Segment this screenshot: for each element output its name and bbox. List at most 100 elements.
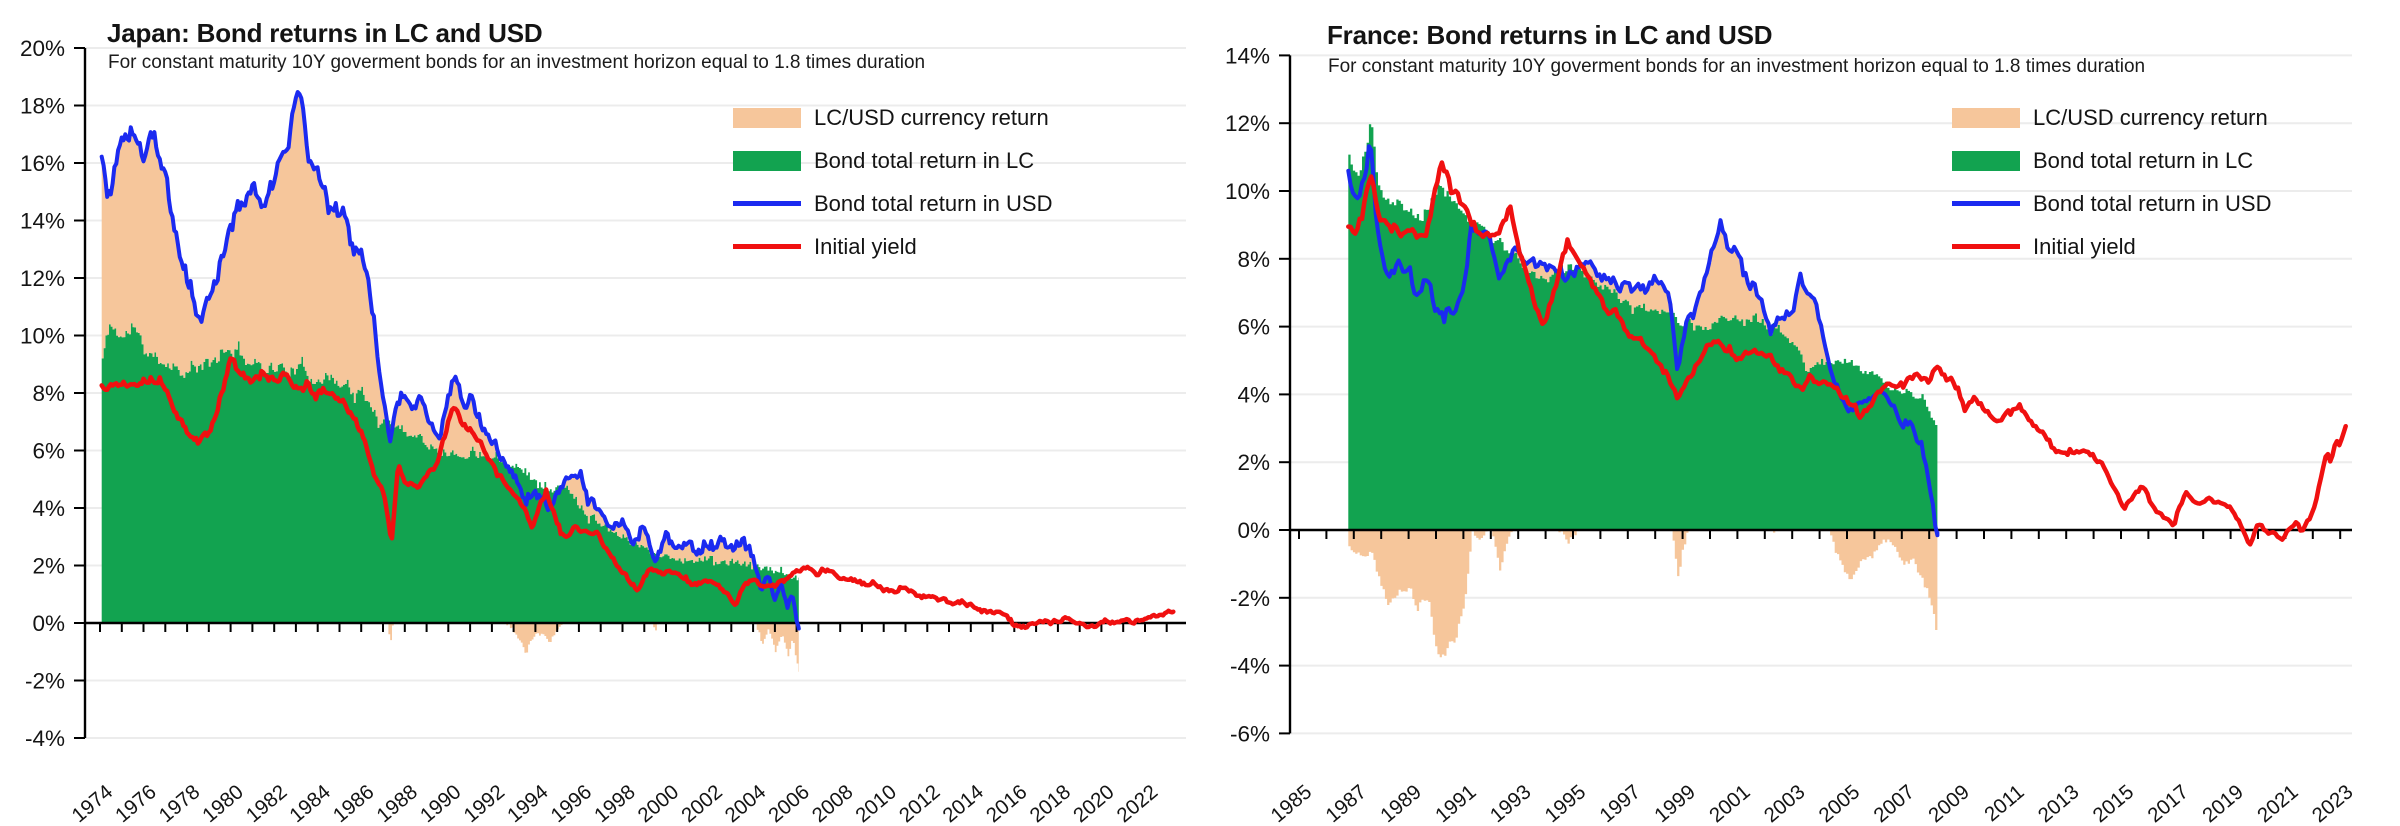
x-tick-label: 2017	[2143, 780, 2193, 826]
legend-item-usd-return: Bond total return in USD	[733, 182, 1052, 225]
x-tick-label: 2012	[895, 780, 945, 826]
y-tick-label: 8%	[1237, 247, 1270, 272]
y-tick-label: 12%	[20, 266, 65, 291]
y-tick-label: 2%	[32, 554, 65, 579]
legend-item-usd-return: Bond total return in USD	[1952, 182, 2271, 225]
y-tick-label: -2%	[25, 669, 65, 694]
france-chart-title: France: Bond returns in LC and USD	[1327, 20, 1773, 50]
japan-legend: LC/USD currency return Bond total return…	[733, 96, 1052, 268]
x-tick-label: 1988	[372, 780, 422, 826]
y-tick-label: 12%	[1225, 111, 1270, 136]
y-tick-label: 4%	[1237, 382, 1270, 407]
y-tick-label: 2%	[1237, 450, 1270, 475]
usd-return-swatch	[1952, 201, 2020, 206]
x-tick-label: 2002	[677, 780, 727, 826]
y-tick-label: 4%	[32, 496, 65, 521]
y-tick-label: 10%	[1225, 179, 1270, 204]
legend-label: Bond total return in USD	[814, 190, 1053, 216]
japan-chart-title: Japan: Bond returns in LC and USD	[107, 18, 543, 48]
x-tick-label: 2020	[1069, 780, 1119, 826]
x-tick-label: 1999	[1650, 780, 1700, 826]
x-tick-label: 2008	[808, 780, 858, 826]
x-tick-label: 2023	[2308, 780, 2358, 826]
legend-label: LC/USD currency return	[2033, 104, 2268, 130]
x-tick-label: 2022	[1112, 780, 1162, 826]
y-tick-label: -4%	[1230, 654, 1270, 679]
initial-yield-swatch	[733, 244, 801, 249]
currency-return-swatch	[1952, 107, 2020, 128]
legend-item-lc-return: Bond total return in LC	[1952, 139, 2271, 182]
legend-label: Bond total return in USD	[2033, 190, 2272, 216]
lc-return-area	[1348, 124, 1938, 531]
legend-item-currency: LC/USD currency return	[1952, 96, 2271, 139]
x-tick-label: 1976	[111, 780, 161, 826]
x-tick-label: 2003	[1760, 780, 1810, 826]
initial-yield-line	[1346, 160, 2348, 547]
usd-return-line	[99, 90, 801, 631]
lc-return-swatch	[1952, 150, 2020, 171]
x-tick-label: 2019	[2198, 780, 2248, 826]
x-tick-label: 1990	[416, 780, 466, 826]
legend-item-lc-return: Bond total return in LC	[733, 139, 1052, 182]
x-tick-label: 1992	[459, 780, 509, 826]
x-tick-label: 2000	[633, 780, 683, 826]
x-tick-label: 2004	[721, 780, 771, 826]
currency-return-area	[101, 92, 799, 581]
x-tick-label: 1980	[198, 780, 248, 826]
y-tick-label: 8%	[32, 381, 65, 406]
y-tick-label: 16%	[20, 151, 65, 176]
y-tick-label: 14%	[20, 209, 65, 234]
lc-return-area	[101, 323, 799, 623]
y-tick-label: 6%	[1237, 315, 1270, 340]
y-tick-label: -6%	[1230, 721, 1270, 746]
y-tick-label: -2%	[1230, 586, 1270, 611]
x-tick-label: 2005	[1814, 780, 1864, 826]
initial-yield-line	[99, 356, 1176, 631]
france-legend: LC/USD currency return Bond total return…	[1952, 96, 2271, 268]
currency-return-swatch	[733, 107, 801, 128]
x-tick-label: 2018	[1025, 780, 1075, 826]
x-tick-label: 2006	[764, 780, 814, 826]
initial-yield-swatch	[1952, 244, 2020, 249]
legend-label: Bond total return in LC	[2033, 147, 2254, 173]
y-tick-label: 10%	[20, 324, 65, 349]
lc-return-swatch	[733, 150, 801, 171]
x-tick-label: 1978	[155, 780, 205, 826]
legend-item-currency: LC/USD currency return	[733, 96, 1052, 139]
legend-item-initial-yield: Initial yield	[733, 225, 1052, 268]
legend-label: Initial yield	[2033, 233, 2136, 259]
currency-return-negative-area	[101, 623, 799, 674]
x-tick-label: 1989	[1376, 780, 1426, 826]
y-tick-label: 18%	[20, 94, 65, 119]
x-tick-label: 2015	[2088, 780, 2138, 826]
x-tick-label: 1996	[546, 780, 596, 826]
y-tick-label: 0%	[1237, 518, 1270, 543]
x-tick-label: 1974	[67, 780, 117, 826]
usd-return-swatch	[733, 201, 801, 206]
x-tick-label: 1993	[1486, 780, 1536, 826]
x-tick-label: 1987	[1321, 780, 1371, 826]
x-tick-label: 2010	[851, 780, 901, 826]
x-tick-label: 2016	[982, 780, 1032, 826]
france-plot: 14% 12% 10% 8% 6% 4% 2% 0% -2% -4% -6% 1985 1987 1989…	[1225, 43, 2357, 826]
x-tick-label: 1995	[1540, 780, 1590, 826]
y-tick-label: -4%	[25, 726, 65, 751]
legend-label: LC/USD currency return	[814, 104, 1049, 130]
x-tick-label: 1985	[1266, 780, 1316, 826]
currency-return-negative-area	[1348, 530, 1938, 658]
x-tick-label: 1982	[242, 780, 292, 826]
x-tick-label: 2014	[938, 780, 988, 826]
legend-label: Initial yield	[814, 233, 917, 259]
x-tick-label: 1998	[590, 780, 640, 826]
y-tick-label: 20%	[20, 36, 65, 61]
x-tick-label: 1986	[329, 780, 379, 826]
x-tick-label: 2007	[1869, 780, 1919, 826]
x-tick-label: 2011	[1980, 780, 2029, 826]
x-tick-label: 2013	[2034, 780, 2084, 826]
x-tick-label: 1997	[1595, 780, 1645, 826]
x-tick-label: 2021	[2253, 780, 2303, 826]
legend-label: Bond total return in LC	[814, 147, 1035, 173]
x-tick-label: 1991	[1431, 780, 1481, 826]
